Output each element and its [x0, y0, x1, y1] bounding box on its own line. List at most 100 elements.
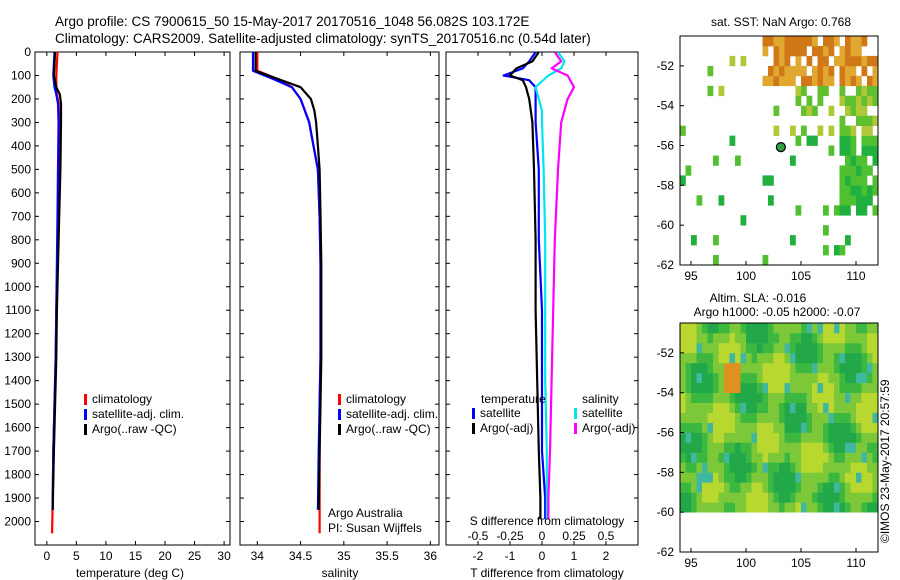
sla-cell — [779, 342, 785, 354]
sla-cell — [867, 323, 873, 334]
sst-cell — [768, 75, 774, 87]
sla-cell — [817, 502, 824, 513]
sst-cell — [856, 36, 862, 47]
sla-cell — [839, 412, 846, 423]
sst-cell — [817, 46, 824, 57]
sla-cell — [812, 342, 818, 354]
sla-cell — [757, 372, 763, 384]
sla-cell — [823, 422, 829, 433]
sla-cell — [740, 382, 747, 393]
sla-cell — [713, 342, 719, 354]
sst-cell — [817, 125, 824, 136]
sla-cell — [861, 422, 868, 433]
sla-cell — [746, 382, 752, 393]
sla-cell — [839, 432, 846, 443]
sla-cell — [784, 502, 791, 513]
legend-swatch-red — [84, 394, 87, 405]
sst-cell — [773, 65, 780, 77]
sla-cell — [828, 452, 835, 463]
sst-cell — [817, 55, 824, 67]
sst-cell — [850, 46, 857, 57]
legend-s-satellite: satellite — [582, 406, 623, 420]
sla-cell — [850, 482, 857, 493]
sla-cell — [806, 382, 813, 393]
sla-cell — [834, 462, 840, 473]
sla-cell — [784, 482, 791, 493]
sst-cell — [839, 125, 846, 136]
sla-cell — [724, 412, 730, 423]
sla-cell — [762, 502, 769, 513]
sst-cell — [845, 95, 851, 106]
sla-cell — [861, 402, 868, 413]
sst-cell — [729, 55, 736, 67]
sla-cell — [834, 432, 840, 443]
sla-cell — [850, 412, 857, 423]
sst-cell — [872, 145, 879, 156]
sla-cell — [801, 452, 807, 463]
sst-cell — [779, 75, 785, 87]
sst-cell — [823, 205, 829, 216]
sst-map-title: sat. SST: NaN Argo: 0.768 — [711, 15, 851, 29]
legend-argo: Argo(..raw -QC) — [92, 422, 177, 436]
sla-cell — [718, 412, 725, 423]
sla-cell — [834, 333, 840, 344]
sla-cell — [828, 482, 835, 493]
sla-cell — [680, 502, 686, 513]
y-tick-label: 1800 — [4, 468, 31, 482]
sst-cell — [839, 245, 846, 256]
sla-cell — [784, 382, 791, 393]
sla-cell — [685, 502, 692, 513]
sla-cell — [680, 352, 686, 364]
sla-cell — [762, 432, 769, 443]
sst-cell — [872, 205, 879, 216]
sla-cell — [762, 442, 769, 453]
legend-swatch-red — [338, 394, 341, 405]
sla-cell — [872, 352, 879, 364]
sst-cell — [812, 75, 818, 87]
sla-cell — [861, 392, 868, 403]
sla-cell — [768, 472, 774, 483]
sla-cell — [801, 323, 807, 334]
sla-cell — [680, 462, 686, 473]
sla-cell — [828, 432, 835, 443]
sst-cell — [801, 125, 807, 136]
sla-cell — [724, 362, 730, 374]
sst-cell — [680, 125, 686, 136]
sla-cell — [702, 382, 708, 393]
sst-cell — [762, 46, 769, 57]
sst-cell — [861, 65, 868, 77]
sla-cell — [867, 492, 873, 503]
sst-cell — [839, 135, 846, 146]
sla-cell — [702, 442, 708, 453]
s-tick-label: 0.25 — [562, 529, 586, 543]
sst-cell — [867, 55, 873, 67]
sla-cell — [707, 323, 714, 334]
sla-cell — [845, 392, 851, 403]
sst-cell — [812, 135, 818, 146]
sla-cell — [707, 342, 714, 354]
x-tick-label: 5 — [73, 549, 80, 563]
legend-swatch-blue — [472, 408, 475, 419]
sla-cell — [751, 352, 758, 364]
legend-s-argo: Argo(-adj) — [582, 421, 635, 435]
sla-cell — [861, 372, 868, 384]
sla-cell — [696, 432, 703, 443]
y-tick-label: 1600 — [4, 421, 31, 435]
sla-cell — [685, 402, 692, 413]
sst-cell — [845, 165, 851, 176]
sla-cell — [746, 452, 752, 463]
sla-cell — [751, 382, 758, 393]
y-tick-label: 0 — [24, 45, 31, 59]
sla-cell — [729, 352, 736, 364]
sla-cell — [795, 502, 802, 513]
sla-cell — [702, 482, 708, 493]
sla-cell — [867, 442, 873, 453]
sla-cell — [828, 392, 835, 403]
sla-cell — [856, 382, 862, 393]
sst-cell — [861, 165, 868, 176]
sla-cell — [757, 333, 763, 344]
sst-cell — [850, 55, 857, 67]
sst-cell — [867, 95, 873, 106]
sla-cell — [740, 402, 747, 413]
sla-cell — [740, 492, 747, 503]
